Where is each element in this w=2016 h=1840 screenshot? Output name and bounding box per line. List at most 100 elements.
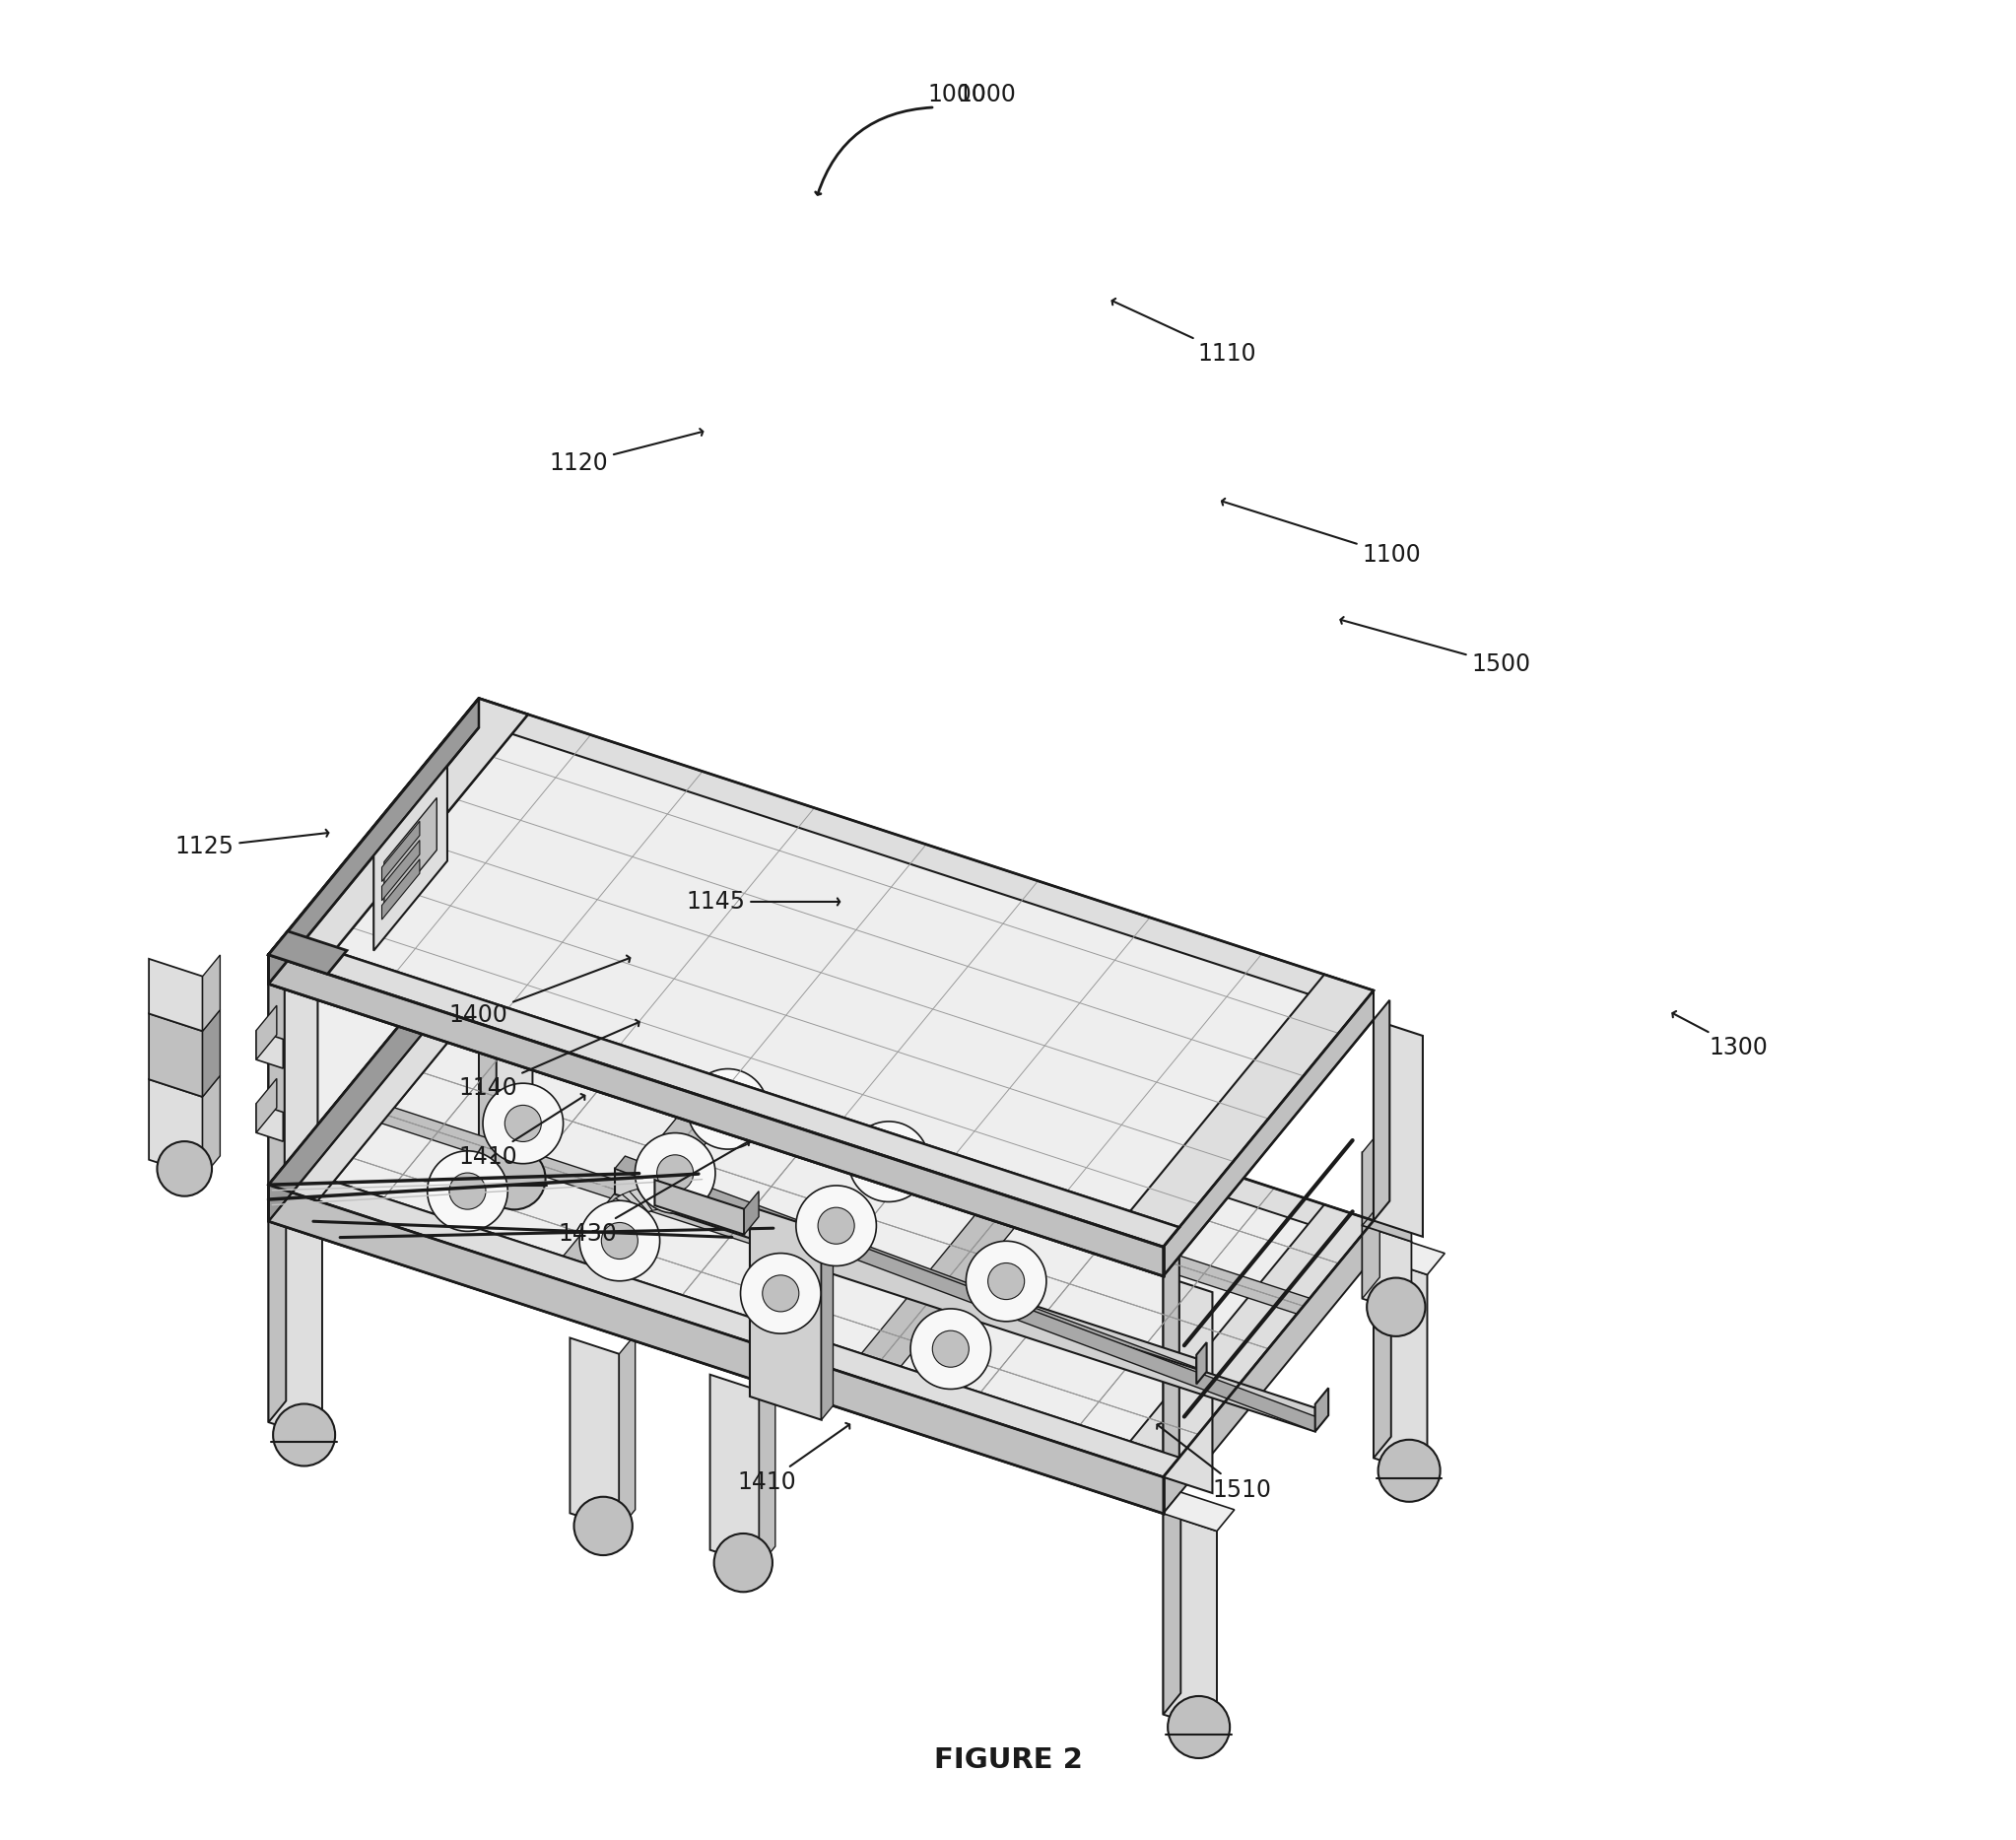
Polygon shape — [655, 1179, 744, 1235]
Polygon shape — [268, 929, 480, 1222]
Polygon shape — [645, 1187, 661, 1209]
Polygon shape — [268, 699, 1373, 1248]
Text: 1120: 1120 — [550, 429, 704, 475]
Circle shape — [450, 1172, 486, 1209]
Circle shape — [157, 1141, 212, 1196]
Text: 1500: 1500 — [1341, 616, 1530, 675]
Circle shape — [714, 1533, 772, 1592]
Polygon shape — [603, 1207, 635, 1224]
Polygon shape — [202, 1010, 220, 1097]
Circle shape — [1167, 1696, 1230, 1759]
Circle shape — [762, 1275, 798, 1312]
Text: 1000: 1000 — [958, 83, 1016, 107]
Polygon shape — [268, 929, 528, 1202]
Polygon shape — [256, 1030, 282, 1069]
Polygon shape — [403, 1006, 1310, 1314]
Polygon shape — [268, 929, 528, 1202]
Polygon shape — [333, 1091, 1240, 1400]
Polygon shape — [381, 821, 419, 881]
Polygon shape — [615, 1194, 645, 1216]
Polygon shape — [268, 1185, 1163, 1514]
Polygon shape — [1163, 1257, 1179, 1478]
Polygon shape — [268, 931, 347, 973]
Polygon shape — [149, 1080, 202, 1178]
Polygon shape — [605, 1203, 637, 1220]
Text: 1410: 1410 — [738, 1422, 849, 1494]
Circle shape — [710, 1091, 746, 1128]
Polygon shape — [1373, 1236, 1391, 1457]
Circle shape — [871, 1143, 907, 1179]
Polygon shape — [268, 955, 1163, 1277]
Circle shape — [272, 1404, 335, 1466]
Polygon shape — [395, 802, 448, 937]
Polygon shape — [464, 929, 1373, 1240]
Polygon shape — [268, 699, 528, 972]
Circle shape — [657, 1156, 694, 1190]
Polygon shape — [268, 1222, 323, 1439]
Polygon shape — [671, 1187, 681, 1211]
Polygon shape — [1314, 1387, 1329, 1432]
Text: 1400: 1400 — [450, 955, 629, 1027]
Polygon shape — [149, 959, 202, 1030]
Polygon shape — [268, 1200, 286, 1422]
Polygon shape — [1363, 1225, 1411, 1314]
Polygon shape — [268, 955, 1163, 1277]
Circle shape — [818, 1207, 855, 1244]
Circle shape — [635, 1133, 716, 1213]
Polygon shape — [385, 799, 437, 914]
Polygon shape — [1373, 1257, 1427, 1476]
Polygon shape — [268, 929, 480, 1222]
Text: 1000: 1000 — [927, 83, 986, 107]
Polygon shape — [202, 955, 220, 1030]
Circle shape — [796, 1185, 877, 1266]
Polygon shape — [655, 1187, 667, 1209]
Polygon shape — [256, 1104, 282, 1141]
Polygon shape — [480, 727, 528, 944]
Circle shape — [988, 1262, 1024, 1299]
Text: 1145: 1145 — [685, 891, 841, 914]
Polygon shape — [268, 1165, 1179, 1478]
Polygon shape — [675, 1189, 691, 1213]
Circle shape — [740, 1253, 821, 1334]
Polygon shape — [1373, 1001, 1389, 1220]
Circle shape — [911, 1308, 990, 1389]
Polygon shape — [381, 841, 419, 900]
Polygon shape — [823, 1235, 1325, 1432]
Text: 1100: 1100 — [1222, 499, 1421, 567]
Polygon shape — [268, 935, 1179, 1248]
Circle shape — [849, 1121, 929, 1202]
Circle shape — [933, 1330, 970, 1367]
Polygon shape — [268, 727, 480, 1185]
Polygon shape — [480, 964, 532, 1183]
Polygon shape — [710, 1374, 760, 1566]
Circle shape — [1379, 1439, 1439, 1501]
Polygon shape — [268, 699, 480, 984]
Polygon shape — [1373, 1019, 1423, 1236]
Polygon shape — [546, 1019, 796, 1288]
Circle shape — [687, 1069, 768, 1150]
Polygon shape — [373, 765, 448, 951]
Polygon shape — [1363, 1152, 1411, 1242]
Polygon shape — [480, 708, 494, 929]
Polygon shape — [1195, 1343, 1208, 1384]
Text: 1410: 1410 — [458, 1095, 585, 1168]
Polygon shape — [1363, 1132, 1379, 1225]
Polygon shape — [760, 1371, 776, 1566]
Polygon shape — [821, 1216, 833, 1420]
Polygon shape — [623, 1190, 647, 1213]
Polygon shape — [268, 699, 480, 984]
Polygon shape — [268, 964, 284, 1185]
Polygon shape — [268, 699, 528, 972]
Polygon shape — [381, 859, 419, 920]
Circle shape — [484, 1148, 546, 1209]
Polygon shape — [268, 1200, 341, 1238]
Circle shape — [579, 1202, 659, 1281]
Text: 1140: 1140 — [458, 1019, 639, 1100]
Polygon shape — [1163, 1514, 1218, 1731]
Polygon shape — [202, 1076, 220, 1178]
Circle shape — [1367, 1277, 1425, 1336]
Polygon shape — [571, 1338, 619, 1529]
Polygon shape — [268, 1185, 1163, 1514]
Polygon shape — [611, 1198, 641, 1218]
Polygon shape — [663, 1187, 673, 1209]
